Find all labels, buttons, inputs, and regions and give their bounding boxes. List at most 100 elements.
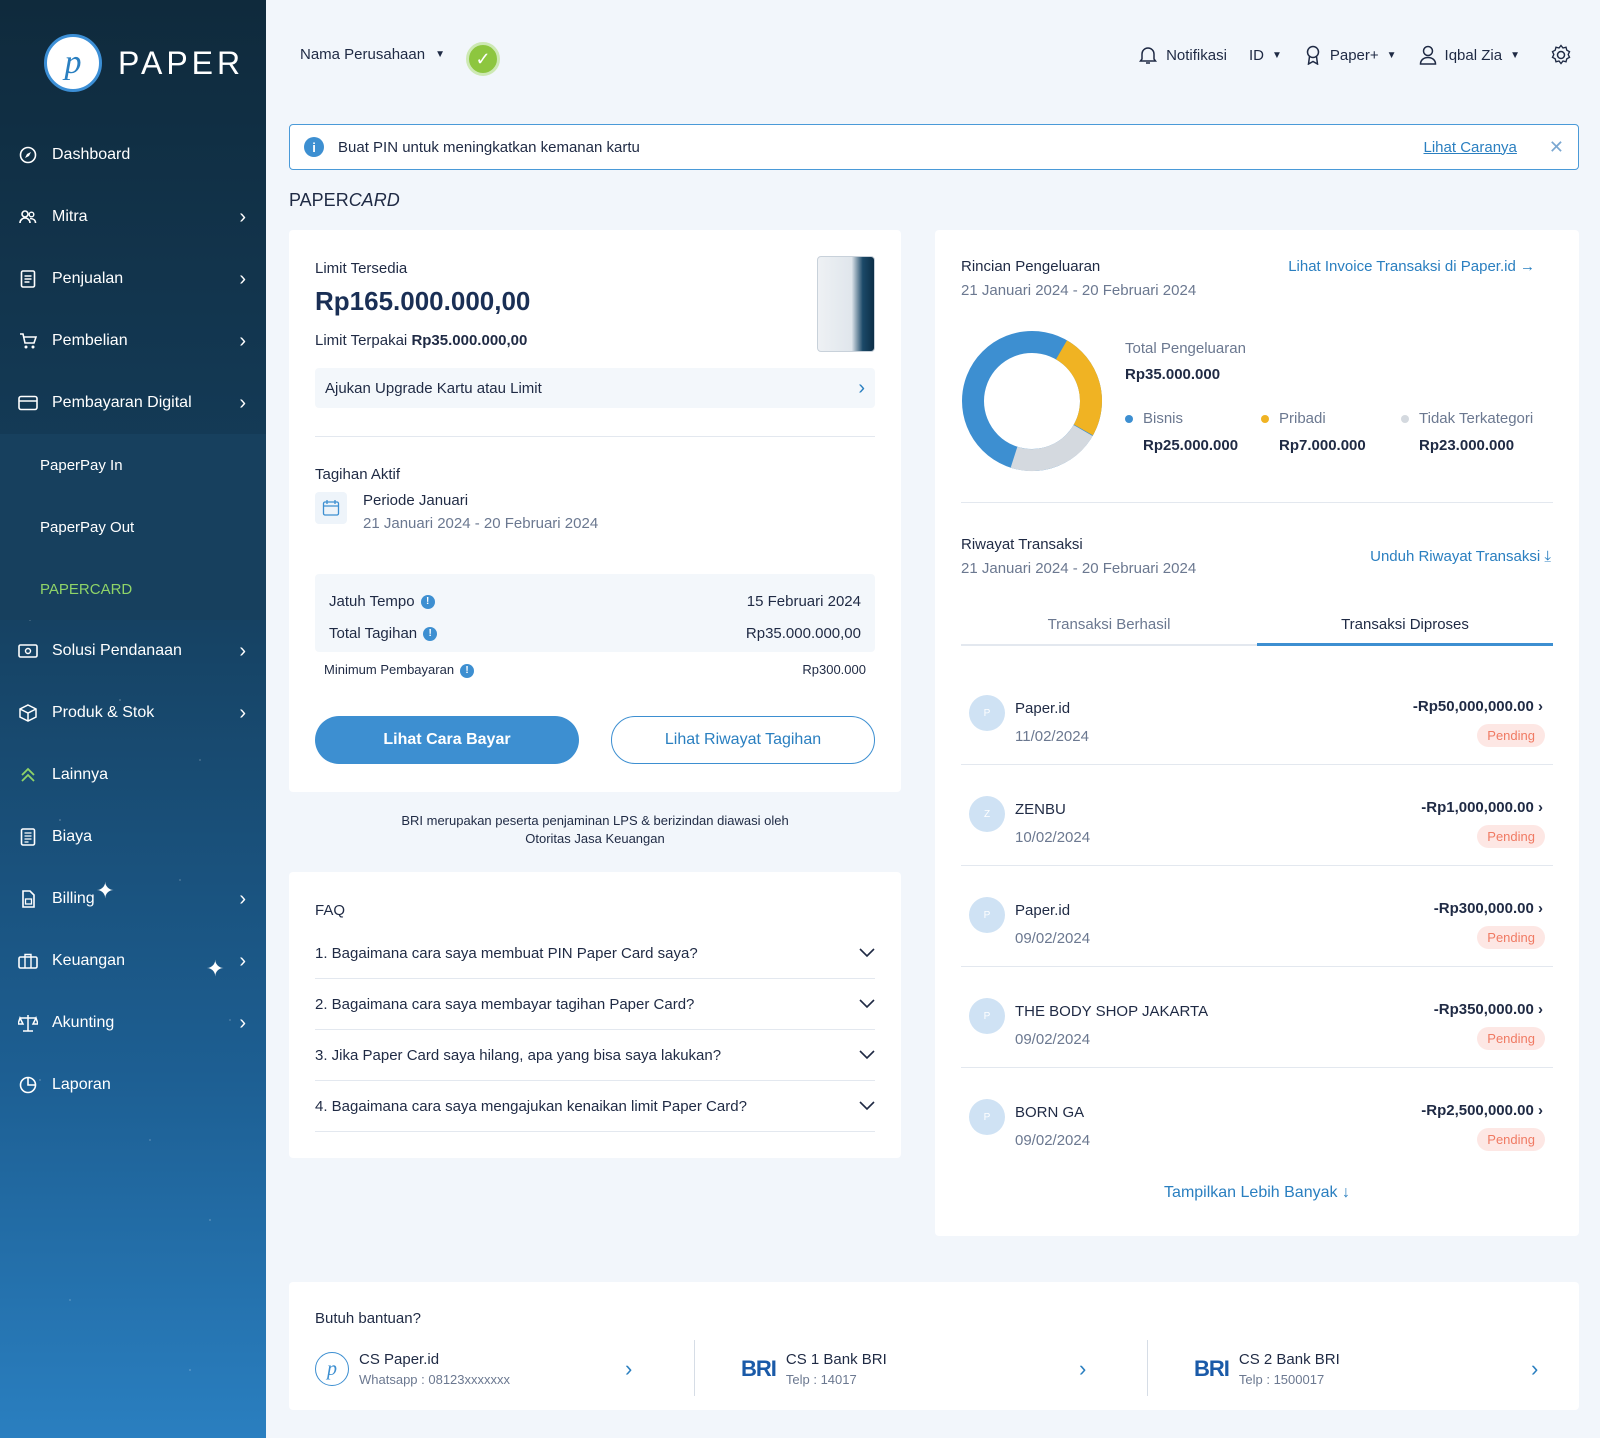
notifications-button[interactable]: Notifikasi bbox=[1138, 45, 1227, 65]
alert-text: Buat PIN untuk meningkatkan kemanan kart… bbox=[338, 138, 640, 156]
bell-icon bbox=[1138, 45, 1158, 65]
lps-note-line2: Otoritas Jasa Keuangan bbox=[525, 831, 665, 846]
tab-transaksi-diproses[interactable]: Transaksi Diproses bbox=[1257, 610, 1553, 646]
contact-name: CS Paper.id bbox=[359, 1351, 440, 1368]
limit-used-amount: Rp35.000.000,00 bbox=[411, 332, 528, 349]
alert-link[interactable]: Lihat Caranya bbox=[1423, 138, 1517, 156]
avatar: P bbox=[969, 998, 1005, 1034]
sidebar-subitem-paperpay-out[interactable]: PaperPay Out bbox=[40, 518, 135, 536]
invoice-link[interactable]: Lihat Invoice Transaksi di Paper.id → bbox=[1288, 258, 1535, 275]
sidebar-item-label: Produk & Stok bbox=[52, 704, 155, 721]
transaction-row[interactable]: P THE BODY SHOP JAKARTA 09/02/2024 -Rp35… bbox=[961, 967, 1553, 1068]
faq-item[interactable]: 3. Jika Paper Card saya hilang, apa yang… bbox=[315, 1030, 875, 1081]
contact-name: CS 2 Bank BRI bbox=[1238, 1351, 1340, 1368]
sidebar-item-dashboard[interactable]: Dashboard bbox=[0, 124, 266, 186]
scale-icon bbox=[18, 1013, 38, 1033]
legend-label: Pribadi bbox=[1279, 410, 1326, 427]
user-menu[interactable]: Iqbal Zia ▼ bbox=[1419, 45, 1520, 65]
help-contact-bri-1[interactable]: BRI CS 1 Bank BRI Telp : 14017 bbox=[741, 1344, 887, 1394]
info-icon[interactable]: ! bbox=[420, 595, 435, 610]
upgrade-limit-button[interactable]: Ajukan Upgrade Kartu atau Limit › bbox=[315, 368, 875, 408]
transaction-row[interactable]: P Paper.id 09/02/2024 -Rp300,000.00 › Pe… bbox=[961, 866, 1553, 967]
sidebar-item-label: Pembayaran Digital bbox=[52, 394, 192, 411]
sidebar-item-label: Solusi Pendanaan bbox=[52, 642, 182, 659]
sidebar-item-mitra[interactable]: Mitra › bbox=[0, 186, 266, 248]
legend-value: Rp25.000.000 bbox=[1143, 437, 1239, 454]
brand-logo[interactable]: p PAPER bbox=[44, 34, 244, 92]
sidebar-item-solusi-pendanaan[interactable]: Solusi Pendanaan › bbox=[0, 620, 266, 682]
lps-note-line1: BRI merupakan peserta penjaminan LPS & b… bbox=[401, 813, 789, 828]
info-icon[interactable]: ! bbox=[460, 663, 475, 678]
arrow-down-icon: ↓ bbox=[1341, 1184, 1350, 1201]
user-icon bbox=[1419, 45, 1437, 65]
sidebar-subitem-papercard[interactable]: PAPERCARD bbox=[40, 580, 133, 598]
bill-summary: Jatuh Tempo! 15 Februari 2024 Total Tagi… bbox=[315, 574, 875, 652]
sidebar-item-keuangan[interactable]: Keuangan › bbox=[0, 930, 266, 992]
transaction-name: Paper.id bbox=[1015, 700, 1071, 717]
transaction-amount: -Rp50,000,000.00 › bbox=[1413, 698, 1543, 715]
language-selector[interactable]: ID ▼ bbox=[1249, 47, 1282, 64]
faq-item[interactable]: 1. Bagaimana cara saya membuat PIN Paper… bbox=[315, 928, 875, 979]
briefcase-icon bbox=[18, 951, 38, 971]
transaction-amount: -Rp1,000,000.00 › bbox=[1421, 799, 1543, 816]
sidebar-item-label: Billing bbox=[52, 890, 95, 907]
chevron-down-icon bbox=[859, 999, 875, 1009]
transaction-row[interactable]: P Paper.id 11/02/2024 -Rp50,000,000.00 ›… bbox=[961, 664, 1553, 765]
chevron-right-icon: › bbox=[239, 205, 246, 228]
sparkle-icon: ✦ bbox=[206, 956, 225, 981]
arrow-right-icon: → bbox=[1520, 258, 1535, 275]
due-value: 15 Februari 2024 bbox=[746, 593, 861, 610]
info-icon[interactable]: ! bbox=[423, 627, 438, 642]
faq-item[interactable]: 2. Bagaimana cara saya membayar tagihan … bbox=[315, 979, 875, 1030]
company-selector[interactable]: Nama Perusahaan ▼ bbox=[300, 46, 445, 63]
topbar-actions: Notifikasi ID ▼ Paper+ ▼ Iqbal Zia ▼ bbox=[1138, 44, 1572, 66]
faq-item[interactable]: 4. Bagaimana cara saya mengajukan kenaik… bbox=[315, 1081, 875, 1132]
page-title: PAPERCARD bbox=[289, 190, 400, 211]
caret-down-icon: ▼ bbox=[1386, 49, 1397, 61]
chevron-right-icon: › bbox=[239, 329, 246, 352]
help-contact-bri-2[interactable]: BRI CS 2 Bank BRI Telp : 1500017 bbox=[1194, 1344, 1340, 1394]
chevrons-up-icon bbox=[18, 765, 38, 785]
sidebar: ✦ ✦ p PAPER Dashboard Mitra › Penjualan … bbox=[0, 0, 266, 1438]
contact-detail: Telp : 14017 bbox=[785, 1372, 857, 1387]
transaction-row[interactable]: P BORN GA 09/02/2024 -Rp2,500,000.00 › P… bbox=[961, 1068, 1553, 1169]
show-more-label: Tampilkan Lebih Banyak bbox=[1164, 1184, 1338, 1201]
sidebar-item-biaya[interactable]: Biaya bbox=[0, 806, 266, 868]
faq-question: 4. Bagaimana cara saya mengajukan kenaik… bbox=[315, 1097, 747, 1115]
chevron-right-icon: › bbox=[239, 639, 246, 662]
status-badge: Pending bbox=[1477, 1027, 1545, 1050]
pie-icon bbox=[18, 1075, 38, 1095]
settings-button[interactable] bbox=[1550, 44, 1572, 66]
pay-guide-button[interactable]: Lihat Cara Bayar bbox=[315, 716, 579, 764]
legend-label: Bisnis bbox=[1143, 410, 1184, 427]
plan-selector[interactable]: Paper+ ▼ bbox=[1304, 45, 1397, 65]
bill-period: Periode Januari 21 Januari 2024 - 20 Feb… bbox=[315, 492, 598, 532]
sidebar-item-label: Laporan bbox=[52, 1076, 111, 1093]
bill-history-button[interactable]: Lihat Riwayat Tagihan bbox=[611, 716, 875, 764]
sidebar-item-laporan[interactable]: Laporan bbox=[0, 1054, 266, 1116]
faq-question: 1. Bagaimana cara saya membuat PIN Paper… bbox=[315, 944, 698, 962]
receipt-icon bbox=[18, 827, 38, 847]
sidebar-item-penjualan[interactable]: Penjualan › bbox=[0, 248, 266, 310]
sidebar-item-lainnya[interactable]: Lainnya bbox=[0, 744, 266, 806]
sidebar-item-billing[interactable]: Billing › bbox=[0, 868, 266, 930]
sidebar-item-pembelian[interactable]: Pembelian › bbox=[0, 310, 266, 372]
close-icon[interactable]: ✕ bbox=[1548, 136, 1564, 157]
download-history-button[interactable]: Unduh Riwayat Transaksi ⤓ bbox=[1370, 548, 1551, 565]
show-more-button[interactable]: Tampilkan Lebih Banyak ↓ bbox=[935, 1184, 1579, 1202]
chevron-down-icon bbox=[859, 1050, 875, 1060]
invoice-link-label: Lihat Invoice Transaksi di Paper.id bbox=[1288, 258, 1516, 275]
spending-donut-chart bbox=[962, 331, 1102, 471]
sidebar-item-akunting[interactable]: Akunting › bbox=[0, 992, 266, 1054]
help-contact-paper[interactable]: p CS Paper.id Whatsapp : 08123xxxxxxx bbox=[315, 1344, 510, 1394]
legend-dot bbox=[1401, 415, 1409, 424]
chevron-right-icon[interactable]: › bbox=[625, 1356, 633, 1381]
chevron-right-icon[interactable]: › bbox=[1079, 1356, 1087, 1381]
chevron-right-icon[interactable]: › bbox=[1531, 1356, 1539, 1381]
sidebar-item-produk-stok[interactable]: Produk & Stok › bbox=[0, 682, 266, 744]
transaction-row[interactable]: Z ZENBU 10/02/2024 -Rp1,000,000.00 › Pen… bbox=[961, 765, 1553, 866]
legend-value: Rp23.000.000 bbox=[1419, 437, 1515, 454]
sidebar-subitem-paperpay-in[interactable]: PaperPay In bbox=[40, 456, 123, 474]
sidebar-item-pembayaran-digital[interactable]: Pembayaran Digital › bbox=[0, 372, 266, 434]
tab-transaksi-berhasil[interactable]: Transaksi Berhasil bbox=[1047, 616, 1171, 633]
